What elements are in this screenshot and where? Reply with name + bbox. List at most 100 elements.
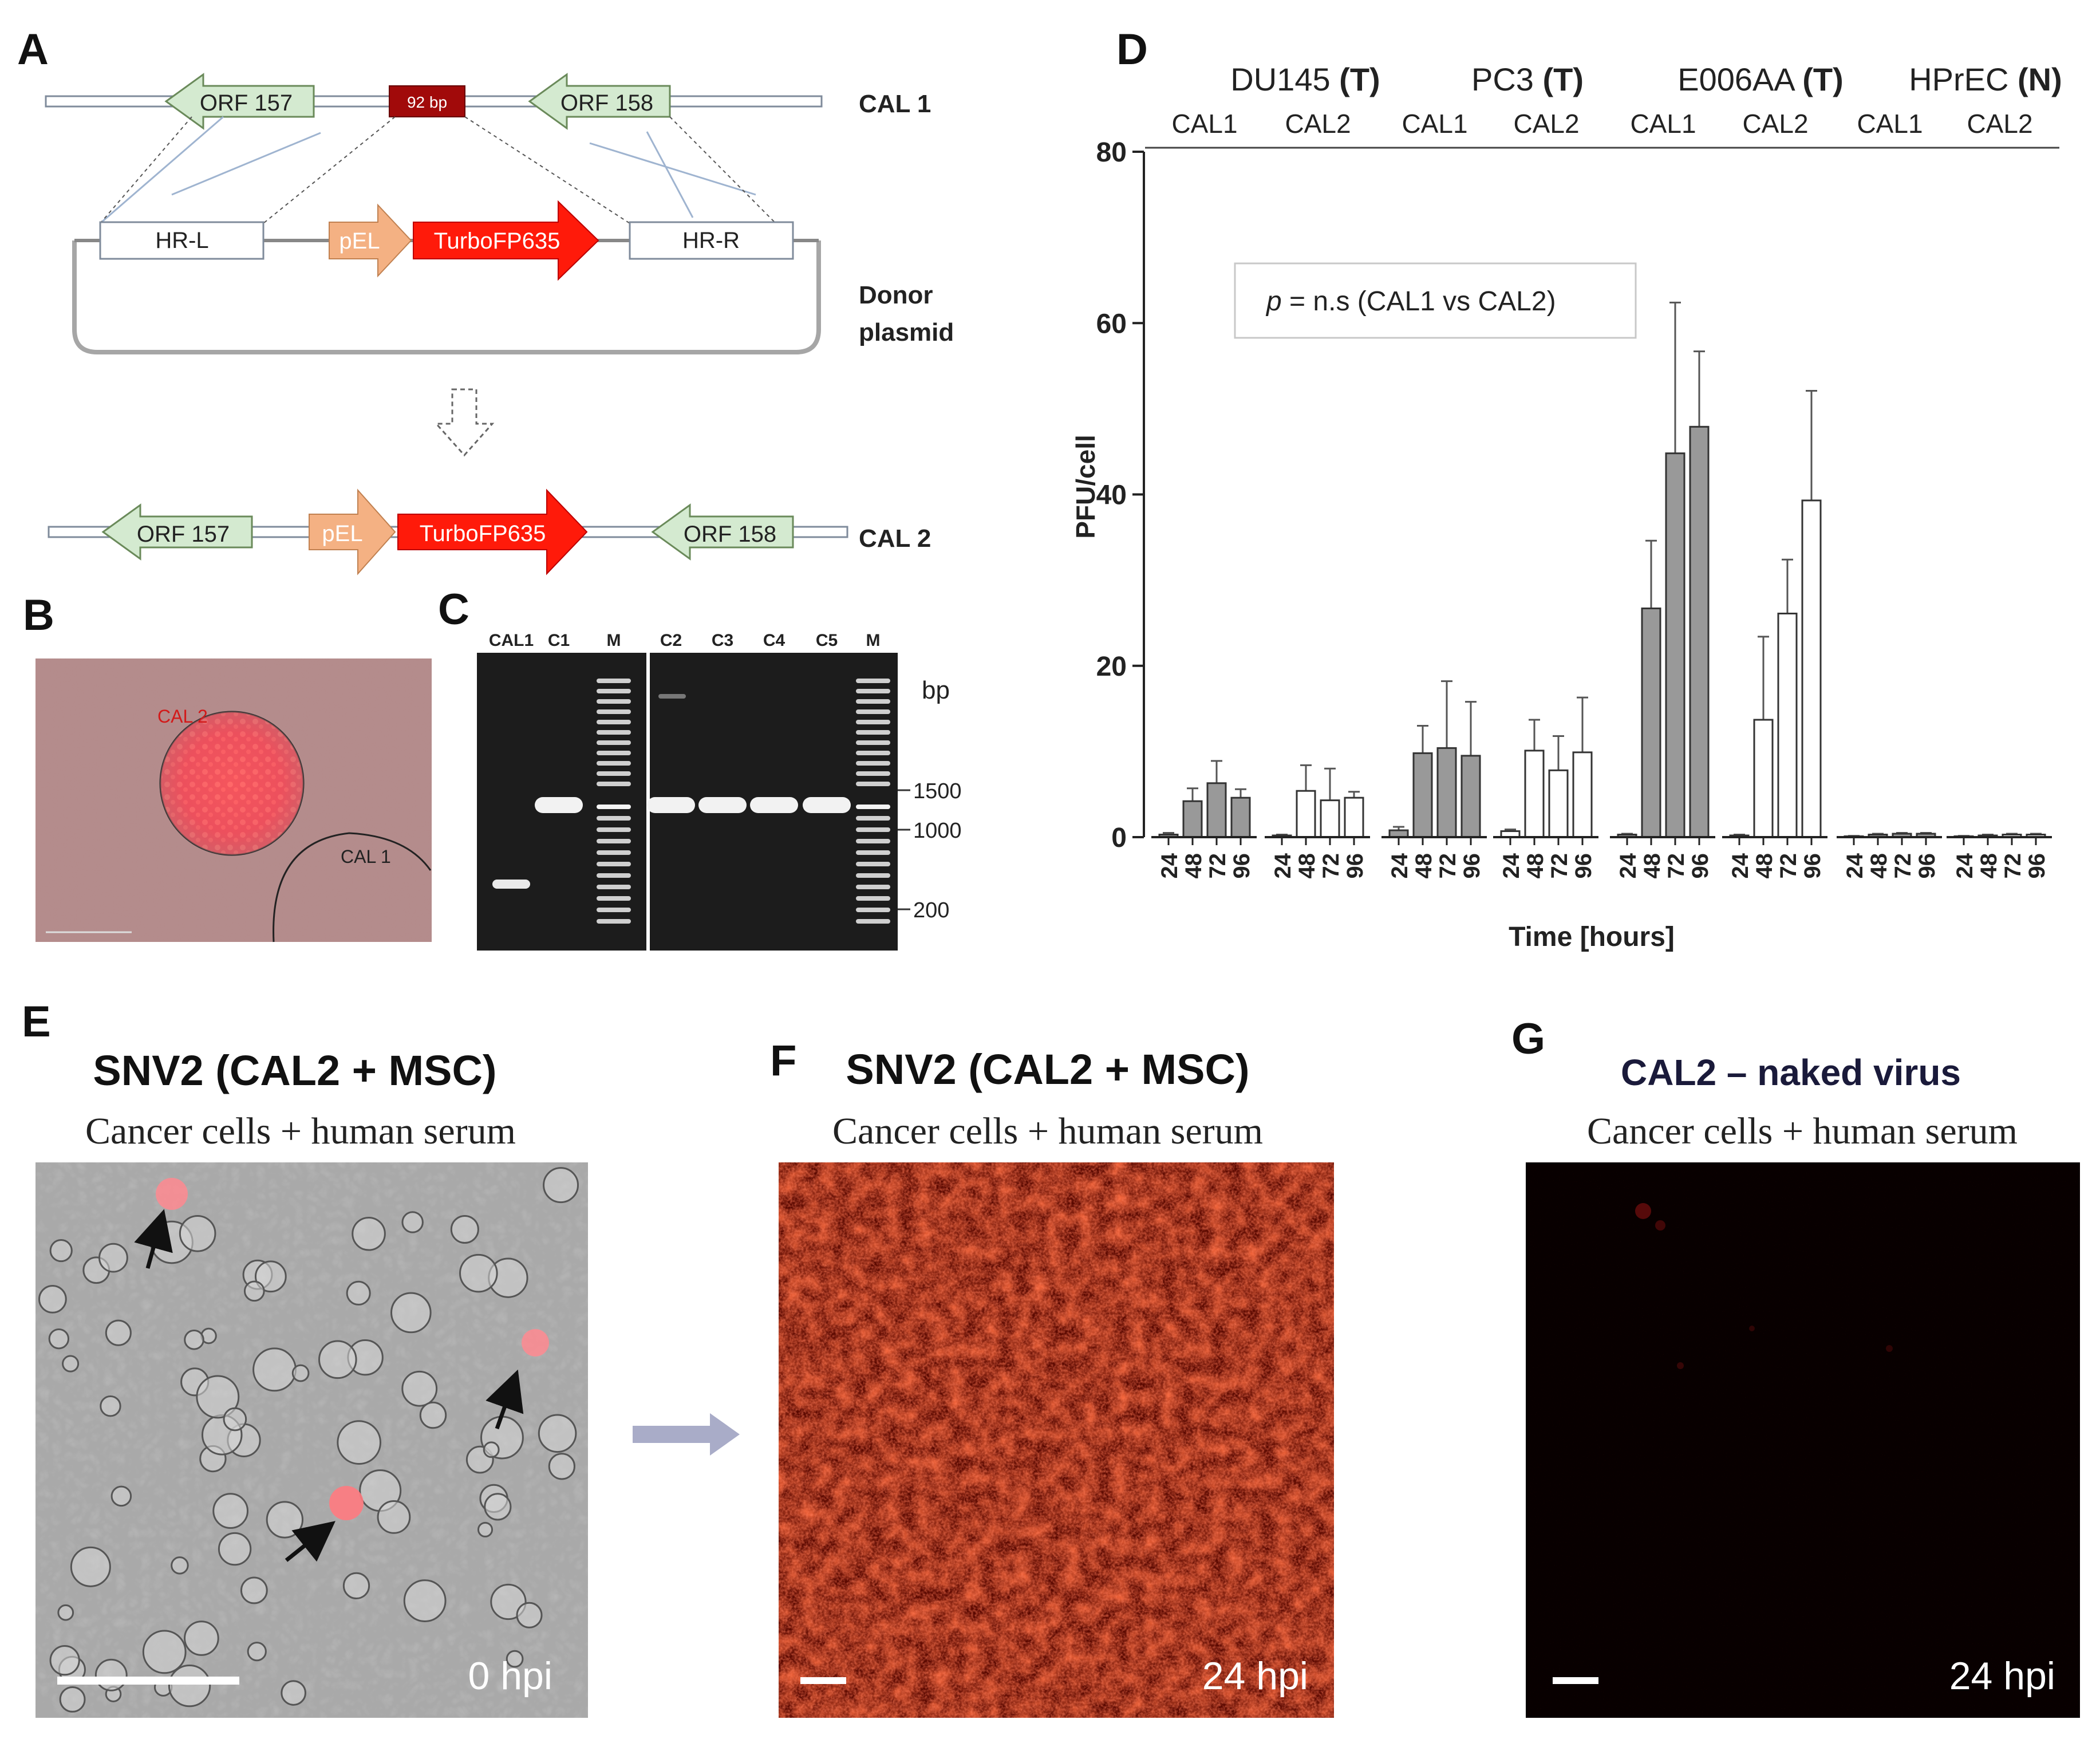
ladder-band bbox=[597, 862, 631, 866]
cell bbox=[342, 1572, 370, 1599]
cell bbox=[291, 1364, 310, 1382]
donor-label-line2: plasmid bbox=[859, 318, 954, 346]
gel-marker-1500: 1500 bbox=[913, 779, 962, 803]
cell bbox=[516, 1602, 543, 1628]
gel-lane-label: C4 bbox=[763, 631, 785, 650]
cell bbox=[196, 1375, 240, 1419]
panel-letter-b: B bbox=[23, 591, 54, 640]
ladder-band bbox=[856, 908, 890, 912]
promoter-cal2-label: pEL bbox=[322, 521, 362, 546]
bar bbox=[1689, 425, 1710, 838]
cell bbox=[477, 1521, 494, 1537]
panel-c: C CAL1 C1 M C2 C3 C4 C5 M bp 1500 1000 200 bbox=[438, 585, 962, 951]
orf157-bottom-label: ORF 157 bbox=[137, 522, 230, 547]
bar bbox=[1206, 782, 1227, 838]
bar bbox=[1182, 800, 1203, 838]
cell bbox=[548, 1453, 575, 1480]
cell bbox=[506, 1650, 524, 1668]
orf158-bottom-label: ORF 158 bbox=[684, 522, 776, 547]
gel-band-sample bbox=[647, 797, 695, 813]
cell bbox=[252, 1347, 297, 1392]
e-to-f-arrow bbox=[633, 1413, 740, 1456]
chart-y-axis-label: PFU/cell bbox=[1071, 435, 1100, 539]
cell bbox=[266, 1501, 304, 1539]
x-tick-label: 96 bbox=[1915, 853, 1940, 879]
hr-right-box: HR-R bbox=[629, 221, 794, 260]
ladder-band bbox=[597, 720, 631, 724]
x-tick-label: 24 bbox=[1616, 853, 1641, 878]
subgroup-header: CAL1 bbox=[1857, 109, 1923, 139]
cell bbox=[179, 1214, 216, 1252]
stats-text: p = n.s (CAL1 vs CAL2) bbox=[1265, 286, 1556, 317]
group-header-name: HPrEC bbox=[1909, 61, 2018, 97]
ladder-band bbox=[597, 850, 631, 855]
promoter-cal2: pEL bbox=[309, 488, 396, 575]
gel-lane-label: C5 bbox=[816, 631, 838, 650]
ladder-band bbox=[856, 873, 890, 878]
cell bbox=[243, 1280, 265, 1302]
group-header: DU145 (T) bbox=[1230, 61, 1380, 97]
panel-e: E SNV2 (CAL2 + MSC) Cancer cells + human… bbox=[22, 997, 588, 1718]
ladder-band bbox=[597, 679, 631, 683]
x-tick-label: 96 bbox=[1688, 853, 1713, 879]
hr-right-label: HR-R bbox=[682, 228, 740, 253]
donor-label-line1: Donor bbox=[859, 281, 933, 309]
ladder-band bbox=[856, 699, 890, 704]
ladder-band bbox=[856, 679, 890, 683]
cell bbox=[490, 1583, 527, 1620]
panel-letter-d: D bbox=[1116, 25, 1148, 74]
cell bbox=[98, 1243, 128, 1273]
panel-g-title: CAL2 – naked virus bbox=[1621, 1052, 1961, 1093]
down-arrow bbox=[434, 388, 495, 457]
cell bbox=[38, 1285, 67, 1314]
x-tick-label: 96 bbox=[2024, 853, 2050, 879]
cal1-construct-label: CAL 1 bbox=[859, 90, 931, 118]
gel-marker-1000: 1000 bbox=[913, 819, 962, 843]
ladder-band bbox=[597, 839, 631, 843]
ladder-band bbox=[597, 699, 631, 704]
subgroup-header: CAL1 bbox=[1402, 109, 1467, 139]
gel-band-sample bbox=[803, 797, 851, 813]
panel-g-faint-spots bbox=[1635, 1203, 1893, 1369]
ladder-band bbox=[597, 908, 631, 912]
reporter-donor: TurboFP635 bbox=[413, 200, 599, 281]
bar bbox=[1572, 751, 1593, 838]
cell bbox=[543, 1167, 579, 1204]
cell bbox=[105, 1319, 132, 1346]
x-tick-label: 24 bbox=[1157, 853, 1182, 878]
bar bbox=[1801, 499, 1822, 838]
cell bbox=[281, 1680, 306, 1706]
gel-bp-label: bp bbox=[922, 676, 950, 704]
bar bbox=[1524, 750, 1545, 838]
ladder-band bbox=[856, 850, 890, 855]
x-tick-label: 72 bbox=[1664, 853, 1689, 879]
gel-lane-label: C3 bbox=[712, 631, 733, 650]
reporter-cal2-label: TurboFP635 bbox=[420, 521, 546, 546]
gel-band-sample bbox=[698, 797, 747, 813]
x-tick-label: 24 bbox=[1842, 853, 1868, 878]
ladder-band bbox=[597, 919, 631, 924]
x-tick-label: 72 bbox=[1547, 853, 1572, 879]
bar bbox=[1548, 769, 1569, 838]
pointer-arrows bbox=[134, 1209, 524, 1562]
gel-lane-label: M bbox=[866, 631, 881, 650]
cell bbox=[218, 1532, 252, 1566]
insert-92bp: 92 bp bbox=[389, 85, 465, 117]
x-tick-label: 72 bbox=[1435, 853, 1460, 879]
x-tick-label: 48 bbox=[1411, 853, 1436, 879]
cell bbox=[538, 1414, 577, 1453]
bar bbox=[1320, 799, 1340, 838]
x-tick-label: 48 bbox=[1181, 853, 1206, 879]
group-header: HPrEC (N) bbox=[1909, 61, 2062, 97]
cell bbox=[483, 1441, 500, 1458]
subgroup-header: CAL1 bbox=[1171, 109, 1237, 139]
cell bbox=[49, 1239, 73, 1263]
ladder-band bbox=[856, 761, 890, 766]
gel-lane-labels: CAL1 C1 M C2 C3 C4 C5 M bbox=[489, 631, 881, 650]
promoter-donor: pEL bbox=[329, 203, 412, 278]
y-tick-label: 80 bbox=[1096, 137, 1127, 168]
ladder-band bbox=[597, 816, 631, 821]
cell bbox=[337, 1420, 381, 1465]
ladder-band bbox=[597, 761, 631, 766]
bar bbox=[1296, 790, 1316, 838]
